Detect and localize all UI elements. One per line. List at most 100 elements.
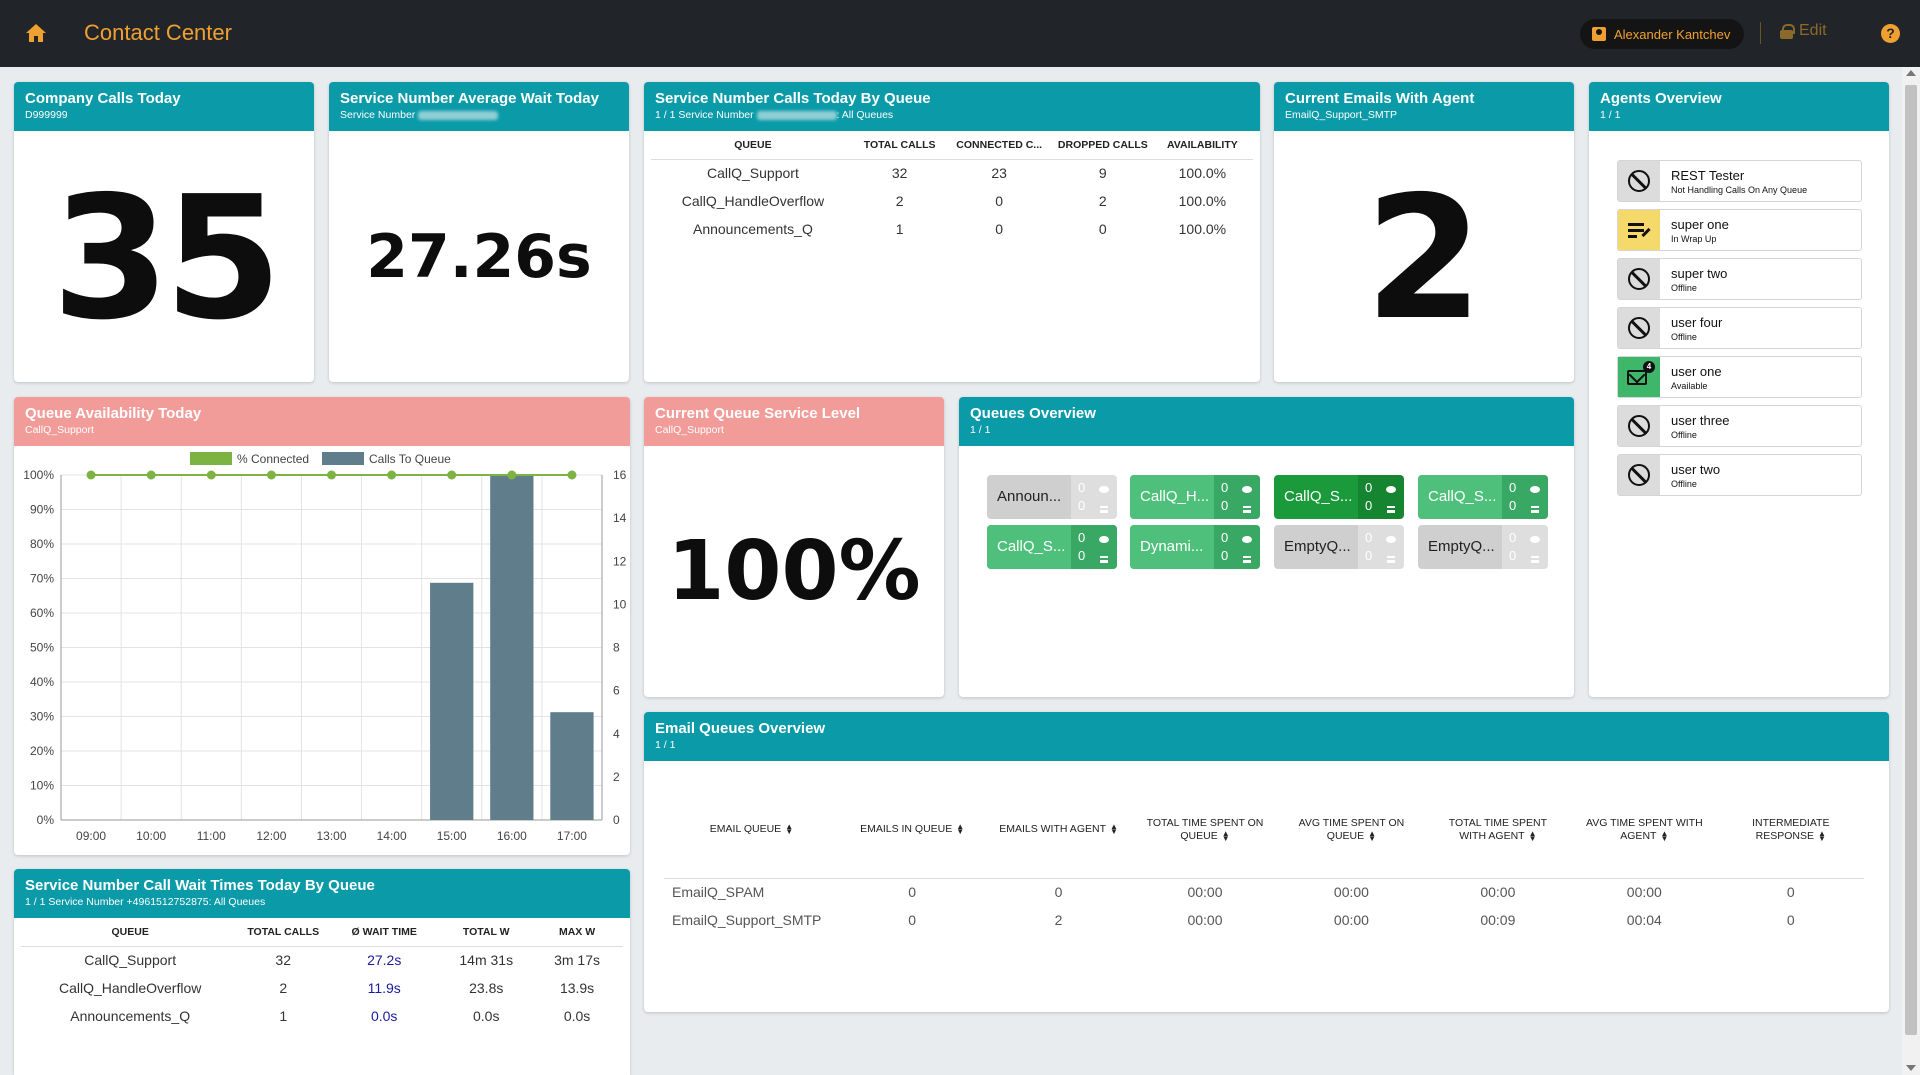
queue-tile[interactable]: EmptyQ... 0 0 bbox=[1274, 525, 1404, 569]
queue-count-chats: 0 bbox=[1078, 530, 1086, 545]
column-header[interactable]: INTERMEDIATE RESPONSE ▲ ▼ bbox=[1717, 782, 1864, 879]
widget-header: Current Emails With Agent EmailQ_Support… bbox=[1274, 82, 1574, 131]
bar bbox=[430, 582, 474, 820]
page-scrollbar[interactable] bbox=[1902, 67, 1920, 1075]
widget-title: Service Number Average Wait Today bbox=[340, 90, 599, 107]
widget-subtitle: 1 / 1 Service Number : All Queues bbox=[655, 108, 1249, 122]
agent-card[interactable]: REST Tester Not Handling Calls On Any Qu… bbox=[1617, 160, 1862, 202]
queue-tile[interactable]: Dynami... 0 0 bbox=[1130, 525, 1260, 569]
column-header[interactable]: MAX W bbox=[531, 919, 623, 947]
queue-name-cell: Announcements_Q bbox=[70, 1008, 191, 1024]
agent-card[interactable]: user three Offline bbox=[1617, 405, 1862, 447]
ban-icon bbox=[1628, 317, 1650, 339]
queues-overview-widget: Queues Overview 1 / 1 Announ... 0 0 CallQ_H… bbox=[959, 397, 1574, 697]
home-icon[interactable] bbox=[24, 22, 48, 44]
sort-icon[interactable]: ▲ ▼ bbox=[956, 822, 965, 837]
x-tick-label: 15:00 bbox=[437, 829, 467, 843]
table-cell: 27.2s bbox=[367, 952, 402, 969]
sort-icon[interactable]: ▲ ▼ bbox=[1221, 828, 1230, 843]
column-header[interactable]: TOTAL CALLS bbox=[854, 132, 945, 160]
edit-label: Edit bbox=[1799, 22, 1827, 39]
column-header[interactable]: CONNECTED C... bbox=[944, 132, 1054, 160]
x-tick-label: 16:00 bbox=[497, 829, 527, 843]
top-bar: Contact Center Alexander Kantchev Edit ? bbox=[0, 0, 1920, 67]
scrollbar-thumb[interactable] bbox=[1905, 85, 1917, 1035]
column-header[interactable]: AVG TIME SPENT WITH AGENT ▲ ▼ bbox=[1571, 782, 1718, 879]
column-header[interactable]: QUEUE bbox=[651, 132, 855, 160]
agent-card[interactable]: 4 user one Available bbox=[1617, 356, 1862, 398]
column-header-label: QUEUE bbox=[1326, 829, 1365, 842]
table-row[interactable]: EmailQ_SPAM 0 0 00:00 00:00 00:00 00:00 0 bbox=[664, 877, 1864, 906]
widget-header: Company Calls Today D999999 bbox=[14, 82, 314, 131]
chat-icon bbox=[1530, 536, 1540, 543]
column-header[interactable]: EMAILS IN QUEUE ▲ ▼ bbox=[838, 782, 986, 879]
chat-icon bbox=[1386, 486, 1396, 493]
user-menu-button[interactable]: Alexander Kantchev bbox=[1580, 19, 1745, 49]
column-header[interactable]: EMAILS WITH AGENT ▲ ▼ bbox=[985, 782, 1132, 879]
agent-status: Available bbox=[1671, 381, 1708, 391]
queue-tile-name: EmptyQ... bbox=[1274, 525, 1358, 569]
table-cell: 32 bbox=[891, 165, 908, 182]
table-cell: 00:00 bbox=[1333, 912, 1369, 928]
column-header[interactable]: TOTAL TIME SPENT WITH AGENT ▲ ▼ bbox=[1424, 782, 1572, 879]
scroll-up-arrow-icon[interactable] bbox=[1906, 70, 1916, 76]
column-header[interactable]: AVAILABILITY bbox=[1151, 132, 1253, 160]
agent-card[interactable]: user four Offline bbox=[1617, 307, 1862, 349]
line-point bbox=[86, 470, 96, 480]
y-left-tick-label: 10% bbox=[30, 779, 54, 793]
column-header[interactable]: AVG TIME SPENT ON QUEUE ▲ ▼ bbox=[1278, 782, 1425, 879]
divider bbox=[1760, 22, 1761, 44]
widget-subtitle: 1 / 1 bbox=[655, 739, 676, 751]
table-header-row: QUEUE TOTAL CALLS Ø WAIT TIME TOTAL W MA… bbox=[21, 919, 623, 947]
column-header[interactable]: Ø WAIT TIME bbox=[327, 919, 442, 947]
agent-name: super one bbox=[1671, 217, 1729, 232]
queue-tile[interactable]: Announ... 0 0 bbox=[987, 475, 1117, 519]
line-point bbox=[567, 470, 577, 480]
sort-icon[interactable]: ▲ ▼ bbox=[1817, 828, 1826, 843]
column-header[interactable]: DROPPED CALLS bbox=[1053, 132, 1152, 160]
queue-tile[interactable]: CallQ_S... 0 0 bbox=[987, 525, 1117, 569]
emails-with-agent-value: 2 bbox=[1364, 160, 1484, 358]
column-header[interactable]: QUEUE bbox=[21, 919, 240, 947]
table-row: Announcements_Q 1 0 0 100.0% bbox=[651, 215, 1253, 243]
column-header[interactable]: TOTAL TIME SPENT ON QUEUE ▲ ▼ bbox=[1131, 782, 1279, 879]
agent-card[interactable]: super one In Wrap Up bbox=[1617, 209, 1862, 251]
queue-count-waiting: 0 bbox=[1509, 548, 1517, 563]
scroll-down-arrow-icon[interactable] bbox=[1906, 1065, 1916, 1071]
queue-tile[interactable]: CallQ_S... 0 0 bbox=[1274, 475, 1404, 519]
y-left-tick-label: 0% bbox=[37, 813, 55, 827]
agent-card[interactable]: super two Offline bbox=[1617, 258, 1862, 300]
sort-icon[interactable]: ▲ ▼ bbox=[785, 822, 794, 837]
table-cell: 0 bbox=[838, 877, 986, 906]
column-header-label: WITH AGENT bbox=[1459, 829, 1525, 842]
column-header[interactable]: EMAIL QUEUE ▲ ▼ bbox=[664, 782, 839, 879]
email-queues-table: EMAIL QUEUE ▲ ▼ EMAILS IN QUEUE ▲ ▼ EMAILS WIT… bbox=[664, 782, 1864, 934]
y-left-tick-label: 30% bbox=[30, 710, 54, 724]
queue-tile-name: CallQ_S... bbox=[1418, 475, 1502, 519]
widget-subtitle: EmailQ_Support_SMTP bbox=[1285, 109, 1398, 121]
queue-tile[interactable]: EmptyQ... 0 0 bbox=[1418, 525, 1548, 569]
edit-button[interactable]: Edit bbox=[1780, 22, 1827, 40]
sort-icon[interactable]: ▲ ▼ bbox=[1368, 828, 1377, 843]
table-row[interactable]: EmailQ_Support_SMTP 0 2 00:00 00:00 00:09 00:0… bbox=[664, 906, 1864, 934]
chat-icon bbox=[1242, 536, 1252, 543]
column-header[interactable]: TOTAL CALLS bbox=[239, 919, 328, 947]
sort-icon[interactable]: ▲ ▼ bbox=[1660, 828, 1669, 843]
user-badge-icon bbox=[1592, 27, 1606, 41]
x-tick-label: 12:00 bbox=[256, 829, 286, 843]
sort-icon[interactable]: ▲ ▼ bbox=[1528, 828, 1537, 843]
queue-tile[interactable]: CallQ_S... 0 0 bbox=[1418, 475, 1548, 519]
agent-card[interactable]: user two Offline bbox=[1617, 454, 1862, 496]
queue-tile[interactable]: CallQ_H... 0 0 bbox=[1130, 475, 1260, 519]
sort-icon[interactable]: ▲ ▼ bbox=[1109, 822, 1118, 837]
column-header[interactable]: TOTAL W bbox=[441, 919, 532, 947]
help-icon[interactable]: ? bbox=[1881, 24, 1900, 43]
wrap-up-icon bbox=[1628, 221, 1651, 239]
table-cell: 0.0s bbox=[473, 1008, 500, 1024]
widget-subtitle: CallQ_Support bbox=[25, 424, 94, 436]
widget-header: Agents Overview 1 / 1 bbox=[1589, 82, 1889, 131]
widget-subtitle: D999999 bbox=[25, 109, 68, 121]
agent-status: Not Handling Calls On Any Queue bbox=[1671, 185, 1808, 195]
y-right-tick-label: 2 bbox=[613, 770, 620, 784]
y-right-tick-label: 6 bbox=[613, 684, 620, 698]
